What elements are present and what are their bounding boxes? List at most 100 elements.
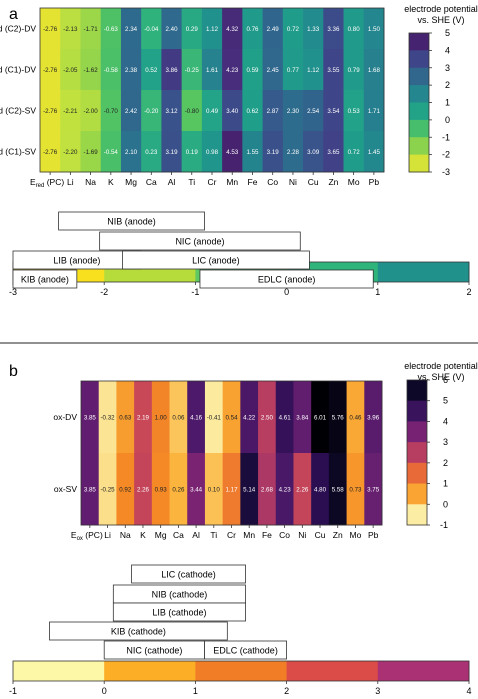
heat-a-cell <box>363 49 385 91</box>
heat-b-cell <box>187 453 206 526</box>
colorbar-b-swatch <box>407 421 427 443</box>
heat-a-cell-value: 0.79 <box>348 67 361 74</box>
heat-b-cell <box>204 381 224 454</box>
scale-a-range-box <box>99 231 301 251</box>
heat-a-col-label: Ca <box>146 177 157 187</box>
heat-a-cell <box>262 49 284 91</box>
heat-a-cell <box>181 8 203 50</box>
scale-a-tick-label: -3 <box>9 287 17 297</box>
heat-a-col-label: Ered (PC) <box>30 177 64 189</box>
colorbar-a-tick-label: 1 <box>445 98 450 108</box>
heat-a-cell-value: 3.19 <box>267 149 280 156</box>
heat-a-cell <box>282 90 304 132</box>
heat-b-cell <box>311 453 330 526</box>
heat-a-cell <box>262 90 284 132</box>
heat-b-cell-value: 1.00 <box>155 415 168 422</box>
heat-b-col-label: Fe <box>262 530 272 540</box>
scale-b-tick-label: 0 <box>102 686 107 696</box>
colorbar-a-swatch <box>409 154 429 173</box>
heat-b-cell <box>346 381 365 454</box>
heat-a-cell <box>120 8 142 50</box>
heat-a-cell <box>303 90 324 132</box>
colorbar-b-swatch <box>407 442 427 464</box>
scale-a-range-label: NIC (anode) <box>175 237 224 247</box>
heat-a-cell-value: 3.86 <box>166 67 179 74</box>
scale-a-segment <box>377 262 470 282</box>
heat-a-cell <box>222 131 243 173</box>
heat-b-cell <box>151 453 170 526</box>
heat-b-cell <box>169 381 188 454</box>
heat-a-cell <box>141 49 162 91</box>
heat-a-cell-value: 0.29 <box>186 26 199 33</box>
heat-a-cell <box>282 49 304 91</box>
heat-a-cell-value: 0.59 <box>246 67 259 74</box>
colorbar-a-swatch <box>409 33 429 51</box>
heat-b-cell <box>364 381 383 454</box>
heat-a-cell-value: 2.34 <box>125 26 138 33</box>
heat-b-cell <box>328 453 347 526</box>
heat-b-cell-value: 2.68 <box>261 487 274 494</box>
heat-b-row-label: ox-DV <box>53 412 77 422</box>
scale-b: -1 0 1 2 3 4 LIC (cathode) NIB (cathode) LIB (ca… <box>9 564 472 696</box>
heat-a-cell <box>201 131 223 173</box>
scale-a-tick-label: 2 <box>466 287 471 297</box>
colorbar-a-swatch <box>409 102 429 121</box>
scale-a-range-box <box>58 211 205 231</box>
heat-b-cell-value: 0.73 <box>349 487 362 494</box>
scale-b-segment <box>104 661 196 681</box>
heat-a-cell <box>120 131 142 173</box>
heat-a-cell <box>323 8 344 50</box>
heat-b-col-label: Eox (PC) <box>71 530 103 542</box>
heat-b-cell-value: 2.19 <box>137 415 150 422</box>
heat-b-col-label: Na <box>120 530 131 540</box>
scale-b-range-label: LIC (cathode) <box>161 570 216 580</box>
heat-a-cell-value: 1.68 <box>368 67 381 74</box>
scale-a-range-label: EDLC (anode) <box>258 275 316 285</box>
colorbar-b-swatch <box>407 400 427 422</box>
heat-a-cell-value: 3.09 <box>307 149 320 156</box>
heat-a-cell <box>60 90 81 132</box>
scale-b-segment <box>195 661 287 681</box>
heat-a-cell <box>303 8 324 50</box>
heat-a-cell-value: 1.61 <box>206 67 219 74</box>
heat-a-cell <box>60 49 81 91</box>
heat-a-row-label: red (C2)-DV <box>0 24 36 34</box>
heat-a-row-label: red (C1)-SV <box>0 147 36 157</box>
heat-b-col-label: Mg <box>155 530 167 540</box>
heat-a-col-label: Mg <box>125 177 137 187</box>
heat-a-cell-value: 3.65 <box>327 149 340 156</box>
heat-a-cell-value: -2.13 <box>63 26 78 33</box>
heat-a-cell-value: 3.12 <box>166 108 179 115</box>
heat-a-row-label: red (C2)-SV <box>0 106 36 116</box>
heat-a-cell <box>222 49 243 91</box>
scale-a-tick-label: -1 <box>191 287 199 297</box>
colorbar-b-tick-label: -1 <box>440 520 448 530</box>
heat-a-cell-value: -0.80 <box>185 108 200 115</box>
heat-a-col-label: Mo <box>348 177 360 187</box>
heat-b-cell-value: 1.17 <box>225 487 238 494</box>
heat-a-col-label: Ti <box>188 177 195 187</box>
colorbar-b-swatch <box>407 483 427 505</box>
heat-a-cell-value: 1.55 <box>246 149 259 156</box>
heat-a-cell-value: 2.30 <box>287 108 300 115</box>
heat-a-col-label: Mn <box>226 177 238 187</box>
colorbar-a-title-line1: electrode potential <box>404 4 478 14</box>
heat-b-col-label: Mn <box>243 530 255 540</box>
heat-b-cell-value: 3.85 <box>84 487 97 494</box>
heat-b-cell-value: -0.32 <box>101 415 116 422</box>
heat-b-cell-value: 4.61 <box>279 415 292 422</box>
heat-a-cell <box>242 8 263 50</box>
heat-a-cell-value: -0.63 <box>104 26 119 33</box>
scale-b-range-box <box>49 621 228 641</box>
heat-a-cell-value: -2.20 <box>63 149 78 156</box>
heat-a-cell <box>343 8 365 50</box>
heat-a-cell <box>222 90 243 132</box>
colorbar-b-swatch <box>407 504 427 526</box>
heat-a-cell-value: 0.72 <box>348 149 361 156</box>
heat-b-cell <box>81 453 100 526</box>
heat-a-cell-value: -0.04 <box>144 26 159 33</box>
scale-a-range-label: KIB (anode) <box>21 275 69 285</box>
heat-a-cell-value: -2.76 <box>43 149 58 156</box>
heat-a-col-label: Co <box>267 177 278 187</box>
heat-b-cell <box>311 381 330 454</box>
